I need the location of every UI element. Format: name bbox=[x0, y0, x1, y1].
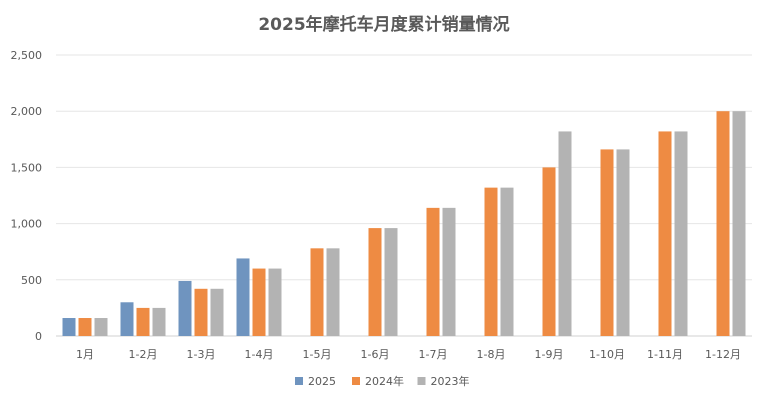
bar-series-2024 bbox=[484, 187, 498, 336]
bar-series-2025 bbox=[120, 302, 134, 336]
bar-series-2023 bbox=[268, 268, 282, 336]
bar-series-2024 bbox=[716, 111, 730, 336]
legend: 2025 2024年 2023年 bbox=[295, 374, 470, 388]
legend-label: 2023年 bbox=[431, 374, 470, 388]
bars bbox=[62, 111, 746, 336]
bar-series-2023 bbox=[500, 187, 514, 336]
bar-series-2025 bbox=[178, 280, 192, 336]
bar-series-2023 bbox=[94, 318, 108, 336]
bar-series-2023 bbox=[616, 149, 630, 336]
x-tick-label: 1-9月 bbox=[535, 348, 564, 361]
bar-series-2024 bbox=[600, 149, 614, 336]
bar-series-2023 bbox=[558, 131, 572, 336]
bar-series-2025 bbox=[62, 318, 76, 336]
legend-label: 2025 bbox=[308, 375, 336, 388]
y-tick-label: 500 bbox=[21, 274, 42, 287]
bar-series-2025 bbox=[236, 258, 250, 336]
y-tick-label: 2,000 bbox=[11, 105, 43, 118]
bar-series-2023 bbox=[152, 307, 166, 336]
bar-series-2023 bbox=[732, 111, 746, 336]
y-axis: 0 500 1,000 1,500 2,000 2,500 bbox=[11, 49, 43, 343]
bar-series-2023 bbox=[384, 228, 398, 336]
bar-series-2023 bbox=[442, 207, 456, 336]
y-tick-label: 1,500 bbox=[11, 161, 43, 174]
bar-series-2024 bbox=[136, 307, 150, 336]
y-tick-label: 0 bbox=[35, 330, 42, 343]
x-tick-label: 1-8月 bbox=[477, 348, 506, 361]
x-tick-label: 1-10月 bbox=[589, 348, 625, 361]
y-tick-label: 2,500 bbox=[11, 49, 43, 62]
x-axis: 1月 1-2月 1-3月 1-4月 1-5月 1-6月 1-7月 1-8月 1-9月 1-10月 1… bbox=[76, 348, 741, 361]
legend-label: 2024年 bbox=[365, 374, 404, 388]
x-tick-label: 1-3月 bbox=[187, 348, 216, 361]
x-tick-label: 1-5月 bbox=[303, 348, 332, 361]
bar-series-2023 bbox=[326, 248, 340, 336]
bar-series-2024 bbox=[78, 318, 92, 336]
chart-title: 2025年摩托车月度累计销量情况 bbox=[258, 14, 509, 35]
x-tick-label: 1-12月 bbox=[705, 348, 741, 361]
bar-series-2023 bbox=[210, 288, 224, 336]
x-tick-label: 1月 bbox=[76, 348, 94, 361]
bar-series-2023 bbox=[674, 131, 688, 336]
gridlines bbox=[56, 54, 752, 337]
bar-series-2024 bbox=[252, 268, 266, 336]
bar-series-2024 bbox=[368, 228, 382, 336]
y-tick-label: 1,000 bbox=[11, 218, 43, 231]
x-tick-label: 1-4月 bbox=[245, 348, 274, 361]
bar-series-2024 bbox=[426, 207, 440, 336]
bar-series-2024 bbox=[310, 248, 324, 336]
x-tick-label: 1-7月 bbox=[419, 348, 448, 361]
bar-series-2024 bbox=[542, 167, 556, 336]
bar-series-2024 bbox=[658, 131, 672, 336]
legend-swatch bbox=[417, 377, 426, 385]
legend-swatch bbox=[295, 377, 303, 385]
legend-swatch bbox=[352, 377, 360, 385]
x-tick-label: 1-6月 bbox=[361, 348, 390, 361]
x-tick-label: 1-11月 bbox=[647, 348, 683, 361]
x-tick-label: 1-2月 bbox=[129, 348, 158, 361]
bar-series-2024 bbox=[194, 288, 208, 336]
